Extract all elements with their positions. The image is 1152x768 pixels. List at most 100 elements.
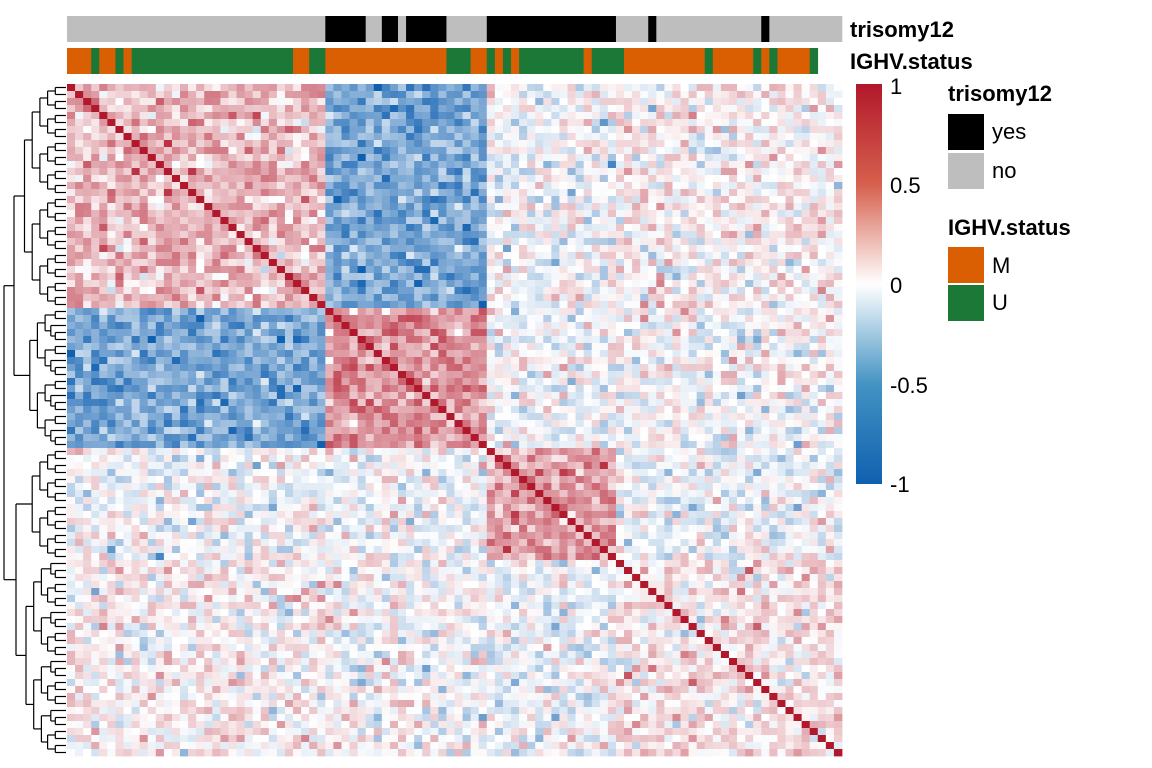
heatmap-cell — [317, 392, 326, 400]
heatmap-cell — [825, 245, 835, 253]
heatmap-cell — [131, 343, 141, 351]
heatmap-cell — [833, 105, 843, 113]
heatmap-cell — [737, 238, 746, 246]
heatmap-cell — [389, 231, 399, 239]
heatmap-cell — [680, 371, 690, 379]
heatmap-cell — [745, 434, 754, 442]
heatmap-cell — [478, 273, 488, 281]
heatmap-cell — [373, 350, 383, 358]
heatmap-cell — [761, 280, 770, 288]
heatmap-cell — [478, 294, 488, 302]
heatmap-cell — [478, 371, 488, 379]
heatmap-cell — [99, 133, 108, 141]
heatmap-cell — [196, 434, 205, 442]
heatmap-cell — [801, 91, 811, 99]
heatmap-cell — [414, 196, 423, 204]
heatmap-cell — [147, 210, 157, 218]
heatmap-cell — [446, 210, 455, 218]
heatmap-cell — [260, 385, 270, 393]
heatmap-cell — [591, 252, 601, 260]
heatmap-cell — [632, 175, 641, 183]
heatmap-cell — [422, 217, 431, 225]
heatmap-cell — [163, 301, 173, 309]
heatmap-cell — [196, 301, 205, 309]
heatmap-cell — [220, 308, 229, 316]
heatmap-cell — [373, 392, 383, 400]
heatmap-cell — [527, 259, 536, 267]
heatmap-cell — [293, 399, 302, 407]
heatmap-cell — [551, 140, 560, 148]
heatmap-cell — [397, 133, 407, 141]
heatmap-cell — [171, 371, 181, 379]
heatmap-cell — [438, 126, 447, 134]
heatmap-cell — [712, 175, 722, 183]
heatmap-cell — [220, 322, 229, 330]
heatmap-cell — [809, 434, 819, 442]
heatmap-cell — [769, 133, 778, 141]
heatmap-cell — [163, 385, 173, 393]
heatmap-cell — [656, 420, 665, 428]
heatmap-cell — [728, 161, 738, 169]
heatmap-cell — [204, 294, 213, 302]
heatmap-cell — [801, 357, 811, 365]
heatmap-cell — [139, 196, 149, 204]
heatmap-cell — [680, 91, 690, 99]
heatmap-cell — [470, 217, 480, 225]
heatmap-cell — [809, 140, 819, 148]
heatmap-cell — [422, 105, 431, 113]
heatmap-cell — [551, 238, 560, 246]
heatmap-cell — [276, 364, 286, 372]
heatmap-cell — [180, 329, 189, 337]
heatmap-cell — [204, 336, 213, 344]
heatmap-cell — [591, 154, 601, 162]
heatmap-cell — [123, 322, 132, 330]
heatmap-cell — [519, 119, 528, 127]
heatmap-cell — [640, 371, 649, 379]
heatmap-cell — [769, 420, 778, 428]
heatmap-cell — [793, 112, 803, 120]
heatmap-cell — [462, 315, 472, 323]
heatmap-cell — [591, 301, 601, 309]
heatmap-cell — [188, 224, 197, 232]
heatmap-cell — [67, 147, 76, 155]
heatmap-cell — [83, 224, 92, 232]
heatmap-cell — [575, 154, 585, 162]
heatmap-cell — [365, 168, 375, 176]
heatmap-cell — [365, 273, 375, 281]
heatmap-cell — [180, 399, 189, 407]
heatmap-cell — [761, 105, 770, 113]
heatmap-cell — [67, 238, 76, 246]
heatmap-cell — [656, 273, 665, 281]
heatmap-cell — [99, 371, 108, 379]
heatmap-cell — [753, 343, 762, 351]
heatmap-cell — [632, 413, 641, 421]
heatmap-cell — [180, 259, 189, 267]
heatmap-cell — [115, 308, 124, 316]
heatmap-cell — [696, 133, 706, 141]
heatmap-cell — [115, 413, 124, 421]
heatmap-cell — [470, 203, 480, 211]
heatmap-cell — [236, 266, 245, 274]
heatmap-cell — [672, 420, 681, 428]
heatmap-cell — [317, 154, 326, 162]
heatmap-cell — [293, 266, 302, 274]
heatmap-cell — [632, 343, 641, 351]
heatmap-cell — [204, 329, 213, 337]
heatmap-cell — [373, 98, 383, 106]
heatmap-cell — [680, 427, 690, 435]
heatmap-cell — [397, 378, 407, 386]
heatmap-cell — [228, 252, 237, 260]
heatmap-cell — [75, 371, 84, 379]
heatmap-cell — [825, 329, 835, 337]
heatmap-cell — [333, 210, 342, 218]
heatmap-cell — [825, 287, 835, 295]
heatmap-cell — [535, 133, 544, 141]
heatmap-cell — [494, 210, 504, 218]
heatmap-cell — [535, 168, 544, 176]
heatmap-cell — [607, 287, 617, 295]
heatmap-cell — [228, 105, 237, 113]
heatmap-cell — [284, 350, 294, 358]
heatmap-cell — [325, 140, 334, 148]
heatmap-cell — [478, 280, 488, 288]
heatmap-cell — [801, 154, 811, 162]
